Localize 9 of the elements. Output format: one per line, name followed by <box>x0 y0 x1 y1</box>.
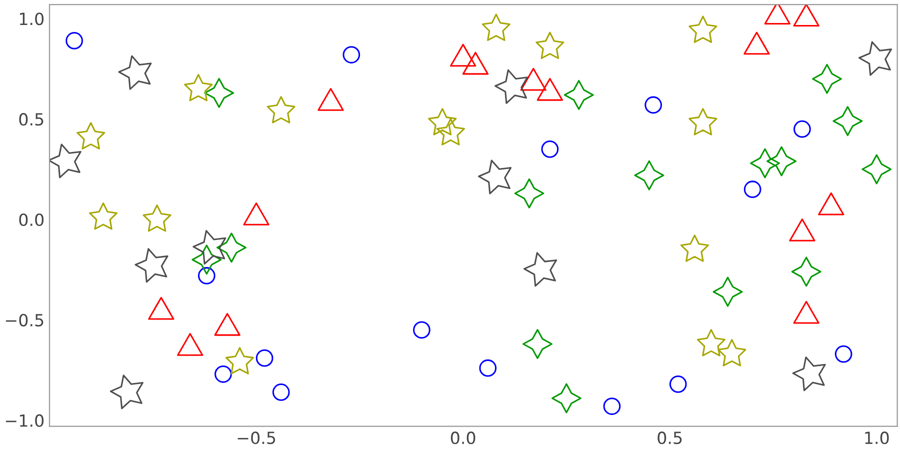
x-tick-label: 1.0 <box>865 432 889 444</box>
y-tick-label: 1.0 <box>20 12 44 26</box>
x-tick-label: 0.0 <box>450 432 476 444</box>
y-tick-label: −1.0 <box>6 414 44 427</box>
x-tick-label: 0.5 <box>658 432 682 444</box>
y-tick-label: −0.5 <box>6 314 44 326</box>
y-tick-label: 0.5 <box>19 113 44 126</box>
y-tick-label: 0.0 <box>19 213 44 226</box>
x-tick-label: −0.5 <box>238 432 276 444</box>
